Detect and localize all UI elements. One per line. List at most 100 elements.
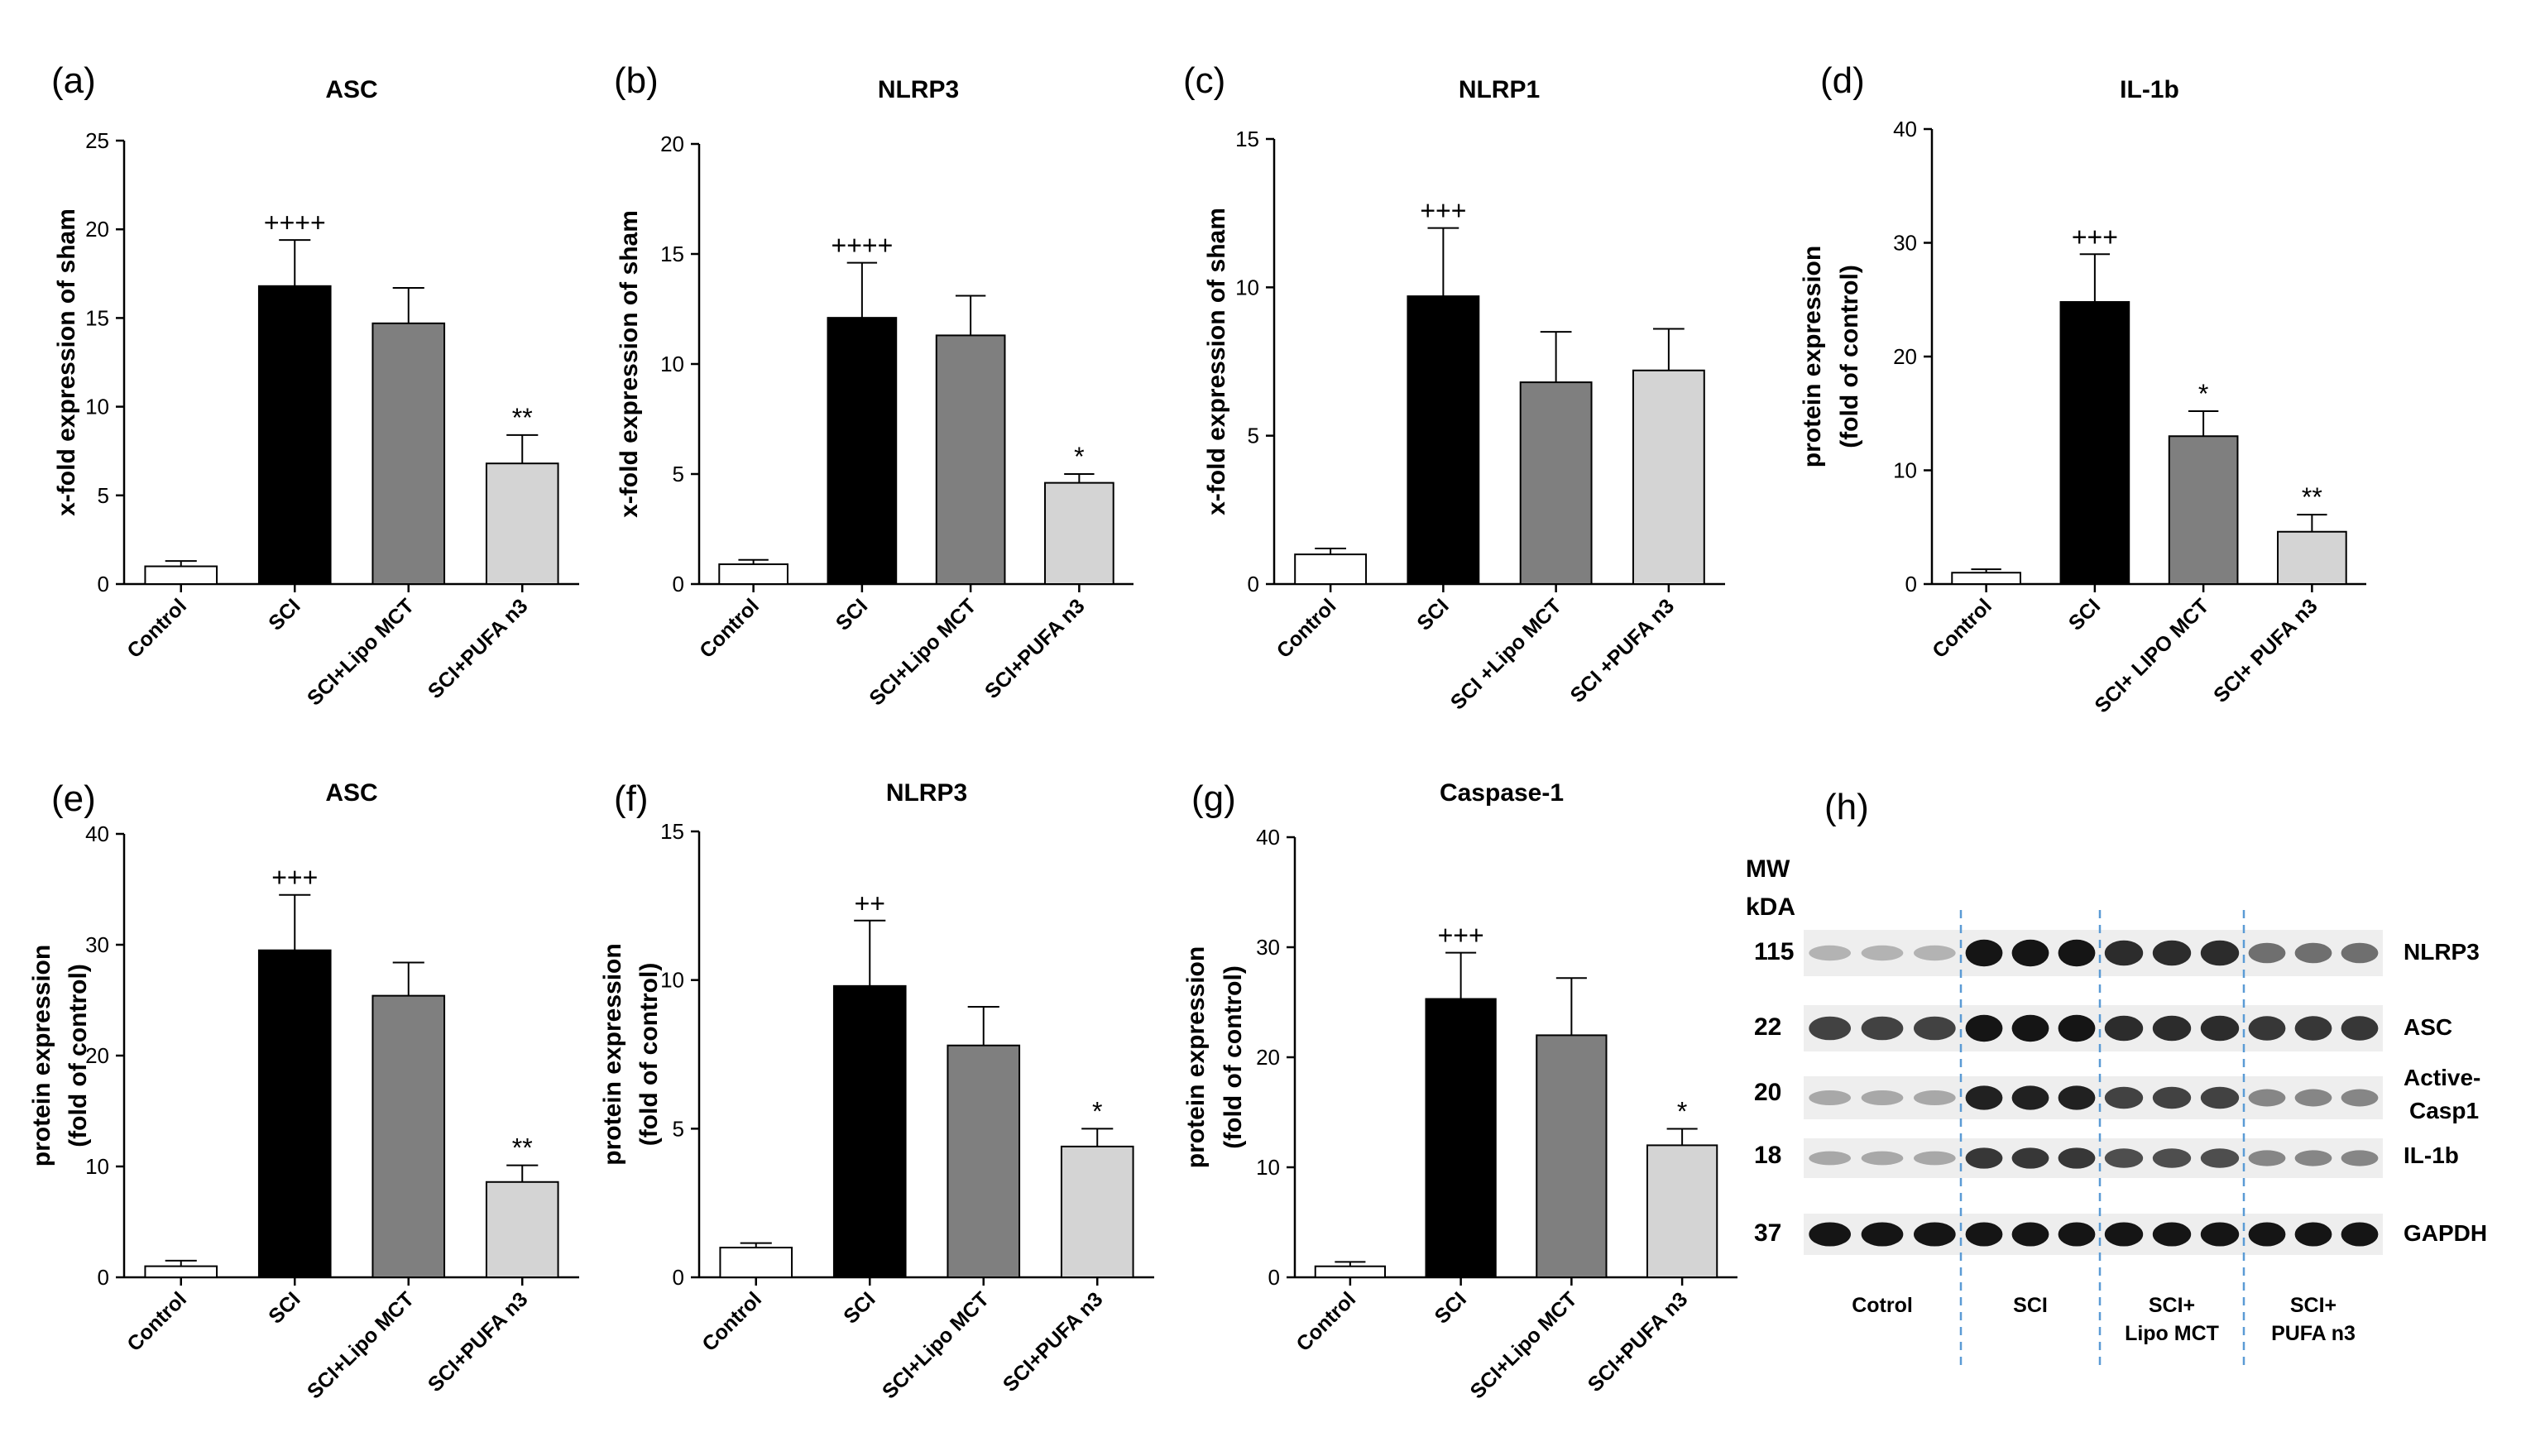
x-tick-label: SCI	[1431, 1287, 1471, 1328]
y-tick-label: 10	[1893, 458, 1917, 483]
panel-letter: (g)	[1191, 778, 1236, 819]
mw-value: 115	[1754, 938, 1794, 965]
chart-il-1b-3: (d) IL-1b protein expression (fold of contr…	[1799, 60, 2366, 717]
y-axis-label-2: (fold of control)	[635, 963, 663, 1147]
y-tick-label: 10	[85, 395, 109, 419]
x-tick-label: Control	[697, 1287, 766, 1356]
blot-band	[1861, 1222, 1904, 1247]
y-tick-label: 10	[660, 352, 684, 376]
significance-marker: *	[1074, 442, 1084, 472]
y-tick-label: 40	[1893, 117, 1917, 141]
y-tick-label: 0	[1268, 1265, 1280, 1290]
blot-band	[2341, 942, 2379, 964]
x-tick-label: SCI+Lipo MCT	[1466, 1287, 1582, 1403]
blot-band	[2058, 1222, 2096, 1247]
blot-band	[2011, 1085, 2049, 1110]
significance-marker: *	[1677, 1096, 1687, 1126]
mw-value: 20	[1754, 1079, 1781, 1106]
blot-band	[1861, 945, 1904, 961]
bar-3	[485, 462, 559, 586]
y-tick-label: 30	[85, 932, 109, 957]
bar-2	[2168, 435, 2239, 585]
bar-0	[1951, 572, 2021, 585]
blot-band	[2294, 1222, 2332, 1247]
bar-2	[371, 994, 446, 1278]
blot-band	[2294, 942, 2332, 964]
y-tick-label: 0	[98, 1265, 109, 1290]
blot-band	[2248, 942, 2286, 964]
blot-band	[2152, 1015, 2192, 1042]
chart-title: NLRP3	[886, 779, 967, 807]
blot-band	[2104, 1148, 2144, 1168]
significance-marker: **	[2302, 482, 2322, 512]
significance-marker: *	[2198, 379, 2208, 409]
x-tick-label: SCI+PUFA n3	[424, 594, 533, 703]
blot-band	[1914, 945, 1956, 961]
x-tick-label: SCI+PUFA n3	[999, 1287, 1108, 1396]
protein-label-2: Casp1	[2409, 1098, 2479, 1123]
bar-0	[144, 565, 218, 585]
x-tick-label: SCI+Lipo MCT	[878, 1287, 994, 1403]
panel-letter: (h)	[1824, 787, 1869, 827]
bar-3	[1044, 481, 1114, 586]
blot-band	[2200, 1086, 2240, 1109]
panel-letter: (a)	[51, 60, 96, 101]
bar-3	[485, 1181, 559, 1279]
blot-band	[2152, 1086, 2192, 1109]
y-tick-label: 15	[660, 819, 684, 844]
chart-nlrp3-1: (b) NLRP3 x-fold expression of sham 0 5 10 15 2…	[614, 60, 1133, 711]
blot-band	[2058, 1085, 2096, 1110]
blot-band	[2058, 1014, 2096, 1042]
blot-band	[2341, 1089, 2379, 1107]
blot-band	[2058, 1147, 2096, 1169]
y-tick-label: 10	[85, 1154, 109, 1179]
blot-band	[1914, 1151, 1956, 1166]
blot-band	[2294, 1016, 2332, 1041]
blot-band	[1965, 1147, 2003, 1169]
chart-nlrp3-5: (f) NLRP3 protein expression (fold of contr…	[599, 778, 1154, 1404]
mw-value: 22	[1754, 1013, 1781, 1041]
significance-marker: ++++	[832, 231, 894, 261]
bar-1	[257, 285, 332, 585]
x-tick-label: Control	[1272, 594, 1341, 663]
y-tick-label: 5	[98, 483, 109, 508]
blot-band	[2011, 1014, 2049, 1042]
x-tick-label: SCI+PUFA n3	[980, 594, 1090, 703]
blot-band	[1861, 1090, 1904, 1106]
chart-nlrp1-2: (c) NLRP1 x-fold expression of sham 0 5 10 15 C…	[1183, 60, 1725, 714]
y-tick-label: 40	[1256, 825, 1280, 850]
y-tick-label: 10	[1235, 275, 1259, 299]
blot-band	[1809, 1016, 1852, 1041]
bar-1	[1407, 295, 1480, 585]
chart-title: ASC	[325, 779, 377, 807]
y-tick-label: 15	[85, 305, 109, 330]
blot-band	[1914, 1090, 1956, 1106]
x-tick-label: SCI	[2064, 594, 2105, 635]
bar-0	[1294, 553, 1368, 586]
chart-title: NLRP3	[878, 76, 959, 103]
y-axis-label: protein expression	[1182, 946, 1210, 1168]
x-tick-label: SCI	[264, 1287, 304, 1328]
blot-band	[1965, 1085, 2003, 1110]
panel-letter: (d)	[1820, 60, 1865, 101]
blot-band	[2011, 1147, 2049, 1169]
blot-band	[1914, 1222, 1956, 1247]
blot-band	[2011, 939, 2049, 967]
y-tick-label: 20	[1256, 1045, 1280, 1070]
y-tick-label: 20	[85, 1043, 109, 1068]
y-tick-label: 15	[660, 242, 684, 266]
y-tick-label: 0	[98, 572, 109, 596]
group-label: Cotrol	[1852, 1294, 1913, 1317]
x-tick-label: Control	[1292, 1287, 1360, 1356]
blot-band	[2248, 1016, 2286, 1041]
y-axis-label: x-fold expression of sham	[616, 210, 643, 518]
chart-asc-0: (a) ASC x-fold expression of sham 0 5 10 15 20 2…	[51, 60, 579, 711]
blot-band	[2341, 1222, 2379, 1247]
x-tick-label: SCI +PUFA n3	[1566, 594, 1680, 707]
blot-band	[2294, 1150, 2332, 1166]
x-tick-label: SCI+ LIPO MCT	[2090, 594, 2213, 717]
significance-marker: +++	[271, 863, 318, 893]
bar-2	[935, 334, 1006, 585]
significance-marker: **	[512, 403, 533, 433]
bar-2	[1519, 381, 1593, 585]
